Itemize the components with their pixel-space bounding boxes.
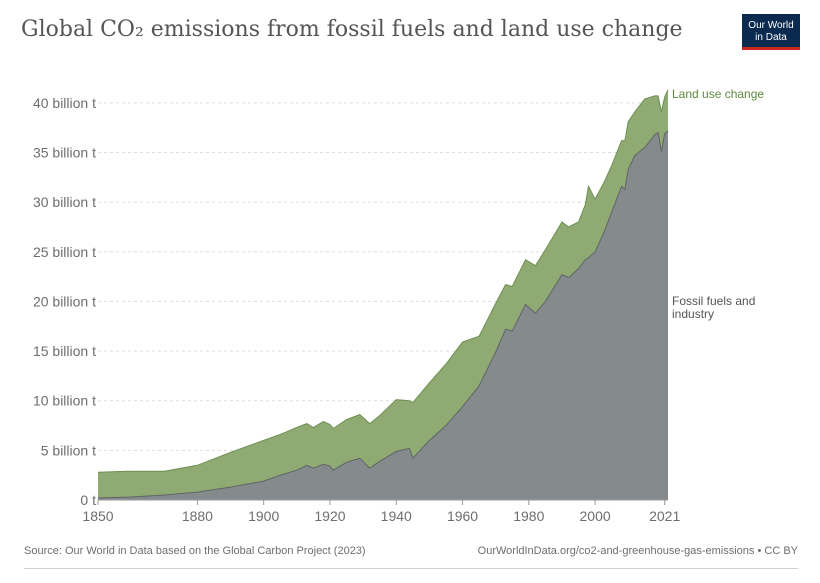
axis: 0 t 5 billion t 10 billion t 15 billion t 20… xyxy=(33,95,681,524)
land-use-change-area xyxy=(98,89,668,499)
label-fossil-fuels: Fossil fuels and industry xyxy=(672,294,755,321)
y-tick-label: 0 t xyxy=(80,492,96,508)
y-tick-label: 5 billion t xyxy=(41,442,96,458)
y-tick-label: 20 billion t xyxy=(33,293,96,309)
logo-line-1: Our World xyxy=(748,20,794,31)
x-tick-label: 1880 xyxy=(182,508,213,524)
owid-logo[interactable]: Our World in Data xyxy=(742,14,800,50)
logo-line-2: in Data xyxy=(755,32,787,43)
x-tick-label: 1940 xyxy=(381,508,412,524)
x-tick-label: 2000 xyxy=(580,508,611,524)
source-note: Source: Our World in Data based on the G… xyxy=(24,545,366,557)
footer-divider xyxy=(24,568,798,569)
area-chart: 0 t 5 billion t 10 billion t 15 billion t 20… xyxy=(33,87,764,524)
area-series xyxy=(97,89,669,500)
land-use-change-line xyxy=(97,89,669,473)
y-tick-label: 35 billion t xyxy=(33,145,96,161)
source-link[interactable]: OurWorldInData.org/co2-and-greenhouse-ga… xyxy=(477,545,798,557)
y-tick-label: 40 billion t xyxy=(33,95,96,111)
chart-title: Global CO₂ emissions from fossil fuels a… xyxy=(21,17,683,42)
x-tick-label: 1920 xyxy=(314,508,345,524)
fossil-fuels-line xyxy=(97,130,669,499)
y-tick-label: 30 billion t xyxy=(33,194,96,210)
x-tick-label: 1980 xyxy=(513,508,544,524)
label-land-use-change: Land use change xyxy=(672,87,764,101)
x-tick-label: 1900 xyxy=(248,508,279,524)
x-tick-label: 1850 xyxy=(82,508,113,524)
fossil-fuels-area xyxy=(98,130,668,500)
y-tick-label: 25 billion t xyxy=(33,244,96,260)
x-tick-label: 1960 xyxy=(447,508,478,524)
series-labels: Land use change Fossil fuels and industry xyxy=(672,87,764,321)
y-tick-label: 15 billion t xyxy=(33,343,96,359)
y-tick-label: 10 billion t xyxy=(33,393,96,409)
x-tick-label: 2021 xyxy=(649,508,680,524)
